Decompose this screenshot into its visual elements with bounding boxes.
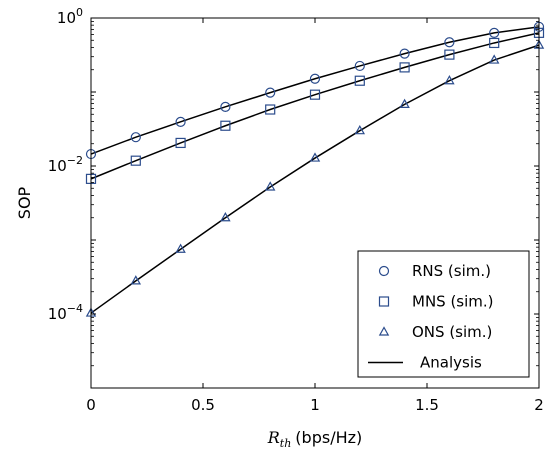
- circle-marker: [175, 116, 186, 127]
- triangle-marker: [444, 75, 455, 85]
- legend-circle-marker: [378, 265, 390, 277]
- legend-entry-label: MNS (sim.): [412, 293, 494, 311]
- circle-marker: [265, 87, 276, 98]
- legend-entry-label: ONS (sim.): [412, 323, 492, 341]
- triangle-marker: [130, 275, 142, 285]
- legend-box: [357, 250, 530, 378]
- y-tick-label: 10−2: [48, 154, 83, 175]
- square-marker: [444, 49, 455, 60]
- circle-marker: [399, 48, 410, 59]
- square-marker: [220, 120, 231, 131]
- x-tick-label: 2: [534, 396, 544, 414]
- analysis-lines: [90, 26, 540, 314]
- circle-marker: [489, 27, 500, 38]
- sim-markers: [85, 21, 545, 317]
- y-axis-label: SOP: [15, 186, 34, 219]
- circle-marker: [354, 60, 365, 72]
- circle-marker: [309, 73, 321, 84]
- square-marker: [354, 75, 365, 86]
- circle-marker: [220, 101, 231, 112]
- triangle-marker: [309, 152, 321, 162]
- square-marker: [175, 137, 186, 149]
- triangle-marker: [220, 211, 231, 222]
- y-tick-label-base: 10: [48, 157, 67, 175]
- analysis-line: [90, 32, 540, 180]
- x-tick-label: 1.5: [415, 396, 439, 414]
- x-tick-label: 0.5: [191, 396, 215, 414]
- square-marker: [489, 37, 500, 49]
- x-axis-label-subscript: th: [280, 437, 292, 450]
- triangle-marker: [488, 54, 500, 64]
- square-marker: [265, 104, 276, 115]
- legend-square-marker: [378, 296, 390, 307]
- y-tick-label-exponent: 0: [76, 6, 83, 19]
- x-tick-label: 0: [86, 396, 96, 414]
- x-axis-label: Rth (bps/Hz): [267, 428, 363, 450]
- legend-analysis-label: Analysis: [420, 354, 482, 372]
- x-tick-label: 1: [310, 396, 320, 414]
- triangle-marker: [354, 124, 366, 135]
- legend-triangle-marker: [378, 326, 390, 336]
- triangle-marker: [399, 98, 410, 108]
- y-tick-label: 100: [57, 6, 83, 27]
- legend: RNS (sim.) MNS (sim.) ONS (sim.) Analysis: [357, 250, 530, 378]
- triangle-marker: [264, 181, 276, 191]
- square-marker: [399, 62, 410, 73]
- circle-marker: [444, 37, 455, 48]
- y-tick-label-base: 10: [48, 305, 67, 323]
- x-axis-label-variable: R: [267, 428, 280, 447]
- circle-marker: [130, 132, 141, 143]
- x-axis-label-unit: (bps/Hz): [295, 428, 362, 447]
- y-tick-label-exponent: −4: [67, 302, 83, 315]
- y-tick-label: 10−4: [48, 302, 83, 323]
- square-marker: [309, 89, 321, 100]
- legend-entry-label: RNS (sim.): [412, 262, 491, 280]
- analysis-line: [90, 26, 540, 155]
- analysis-line: [90, 44, 540, 314]
- triangle-marker: [175, 243, 186, 253]
- y-tick-label-exponent: −2: [67, 154, 83, 167]
- square-marker: [130, 155, 141, 166]
- y-tick-label-base: 10: [57, 9, 76, 27]
